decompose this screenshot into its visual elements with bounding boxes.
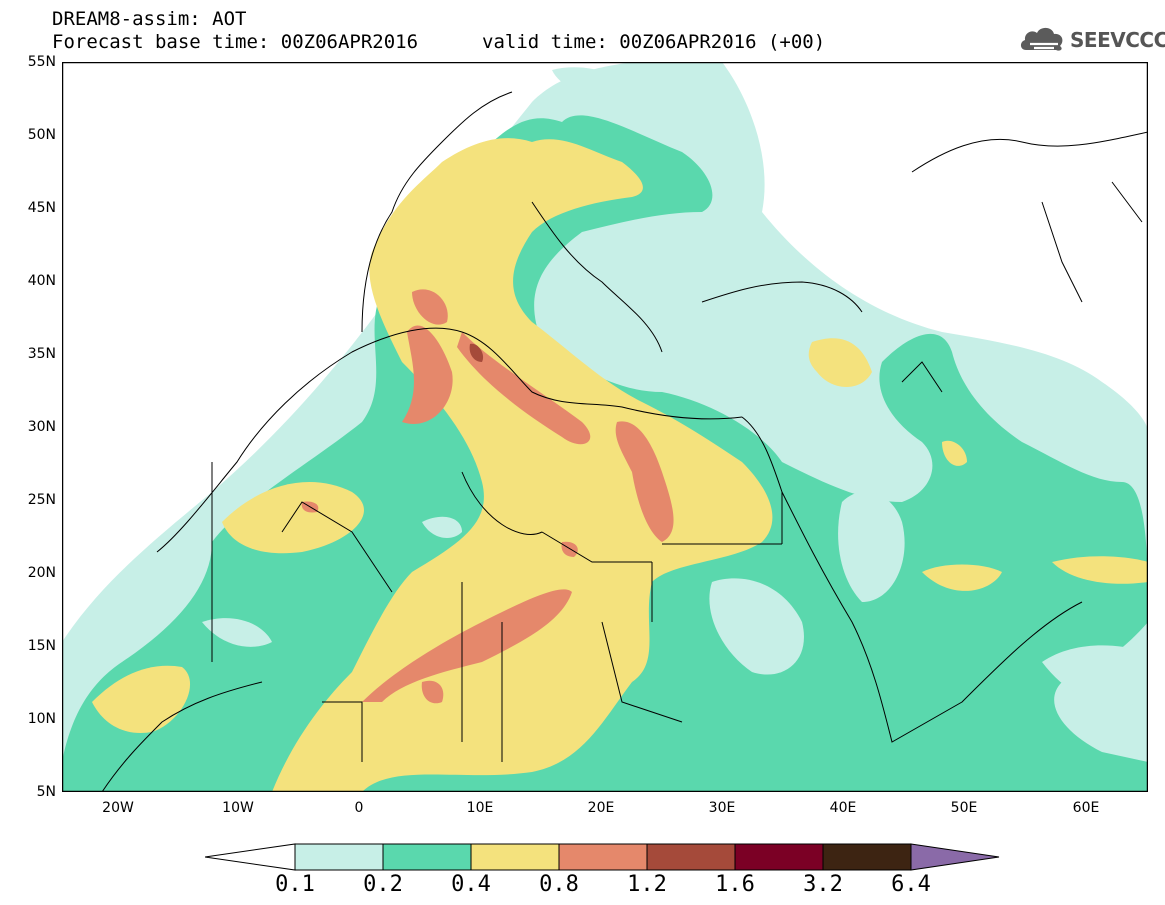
lon-label: 0 — [354, 800, 364, 816]
chart-title: DREAM8-assim: AOT — [52, 8, 247, 30]
aot-band-1.2 — [469, 343, 484, 362]
valid-time: valid time: 00Z06APR2016 (+00) — [482, 31, 826, 53]
colorbar-label: 0.2 — [363, 872, 403, 897]
colorbar-label: 0.4 — [451, 872, 491, 897]
aot-map — [62, 62, 1148, 792]
lat-label: 30N — [27, 419, 56, 435]
colorbar — [204, 842, 1000, 872]
colorbar-label: 6.4 — [891, 872, 931, 897]
colorbar-swatch — [294, 843, 384, 871]
lat-label: 15N — [27, 638, 56, 654]
lat-label: 20N — [27, 565, 56, 581]
lon-label: 50E — [950, 800, 978, 816]
lon-label: 20W — [102, 800, 134, 816]
aot-band-0.1-patch — [202, 491, 1148, 706]
colorbar-swatch — [822, 843, 912, 871]
colorbar-label: 1.2 — [627, 872, 667, 897]
lat-label: 5N — [36, 784, 56, 800]
colorbar-swatch — [470, 843, 560, 871]
lon-label: 20E — [587, 800, 615, 816]
colorbar-label: 3.2 — [803, 872, 843, 897]
colorbar-high-arrow — [910, 843, 1000, 871]
colorbar-swatch — [558, 843, 648, 871]
lat-label: 50N — [27, 127, 56, 143]
colorbar-swatch — [734, 843, 824, 871]
aot-band-0.8 — [301, 289, 674, 704]
colorbar-label: 0.1 — [275, 872, 315, 897]
colorbar-label: 1.6 — [715, 872, 755, 897]
lat-label: 25N — [27, 492, 56, 508]
seevccc-logo: SEEVCCC — [1018, 22, 1165, 56]
logo-text: SEEVCCC — [1070, 28, 1165, 52]
lat-label: 10N — [27, 711, 56, 727]
lon-label: 10W — [222, 800, 254, 816]
colorbar-label: 0.8 — [539, 872, 579, 897]
lon-label: 40E — [829, 800, 857, 816]
colorbar-swatch — [382, 843, 472, 871]
lat-label: 45N — [27, 200, 56, 216]
lat-label: 40N — [27, 273, 56, 289]
forecast-base-time: Forecast base time: 00Z06APR2016 — [52, 31, 419, 53]
lon-label: 30E — [708, 800, 736, 816]
colorbar-low-arrow — [204, 843, 296, 871]
lon-label: 60E — [1072, 800, 1100, 816]
cloud-logo-icon — [1020, 27, 1063, 51]
coastlines — [101, 91, 1148, 792]
lat-label: 35N — [27, 346, 56, 362]
colorbar-swatch — [646, 843, 736, 871]
aot-band-0.4 — [92, 138, 1148, 792]
lat-label: 55N — [27, 54, 56, 70]
lon-label: 10E — [466, 800, 494, 816]
